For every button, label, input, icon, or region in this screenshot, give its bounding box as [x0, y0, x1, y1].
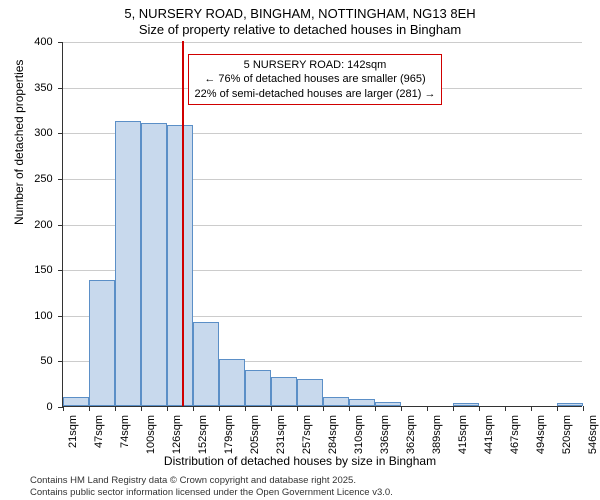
- x-tick-mark: [375, 406, 376, 411]
- x-tick-label: 546sqm: [587, 415, 599, 454]
- x-tick-label: 389sqm: [431, 415, 443, 454]
- histogram-chart: 5, NURSERY ROAD, BINGHAM, NOTTINGHAM, NG…: [0, 0, 600, 500]
- x-tick-mark: [427, 406, 428, 411]
- x-tick-mark: [271, 406, 272, 411]
- chart-title-sub: Size of property relative to detached ho…: [0, 22, 600, 37]
- x-tick-mark: [453, 406, 454, 411]
- x-tick-mark: [141, 406, 142, 411]
- x-tick-mark: [583, 406, 584, 411]
- x-tick-mark: [349, 406, 350, 411]
- x-tick-label: 47sqm: [93, 415, 105, 448]
- x-tick-mark: [323, 406, 324, 411]
- histogram-bar: [63, 397, 89, 406]
- x-tick-label: 152sqm: [197, 415, 209, 454]
- y-tick-label: 300: [34, 127, 52, 139]
- x-tick-mark: [479, 406, 480, 411]
- x-tick-label: 284sqm: [327, 415, 339, 454]
- y-tick-label: 200: [34, 219, 52, 231]
- footer-copyright-1: Contains HM Land Registry data © Crown c…: [30, 475, 356, 486]
- x-tick-mark: [219, 406, 220, 411]
- y-tick-mark: [58, 42, 63, 43]
- histogram-bar: [193, 322, 219, 406]
- y-tick-mark: [58, 270, 63, 271]
- plot-area: 5 NURSERY ROAD: 142sqm ← 76% of detached…: [62, 42, 582, 407]
- y-tick-label: 350: [34, 82, 52, 94]
- x-tick-label: 415sqm: [457, 415, 469, 454]
- footer-copyright-2: Contains public sector information licen…: [30, 487, 393, 498]
- y-tick-mark: [58, 361, 63, 362]
- histogram-bar: [89, 280, 115, 406]
- histogram-bar: [167, 125, 193, 406]
- histogram-bar: [349, 399, 375, 406]
- callout-header: 5 NURSERY ROAD: 142sqm: [195, 58, 436, 72]
- x-axis-label: Distribution of detached houses by size …: [0, 454, 600, 468]
- x-tick-mark: [297, 406, 298, 411]
- x-tick-label: 74sqm: [119, 415, 131, 448]
- histogram-bar: [297, 379, 323, 406]
- histogram-bar: [375, 402, 401, 406]
- x-tick-mark: [193, 406, 194, 411]
- y-tick-mark: [58, 316, 63, 317]
- x-tick-label: 100sqm: [145, 415, 157, 454]
- callout-line1: ← 76% of detached houses are smaller (96…: [195, 72, 436, 86]
- x-tick-label: 336sqm: [379, 415, 391, 454]
- x-tick-label: 467sqm: [509, 415, 521, 454]
- histogram-bar: [141, 123, 167, 406]
- callout-line2: 22% of semi-detached houses are larger (…: [195, 87, 436, 101]
- x-tick-mark: [89, 406, 90, 411]
- x-tick-label: 494sqm: [535, 415, 547, 454]
- x-tick-mark: [557, 406, 558, 411]
- reference-callout: 5 NURSERY ROAD: 142sqm ← 76% of detached…: [188, 54, 443, 105]
- x-tick-label: 362sqm: [405, 415, 417, 454]
- x-tick-label: 231sqm: [275, 415, 287, 454]
- y-tick-mark: [58, 179, 63, 180]
- y-tick-label: 50: [40, 355, 52, 367]
- x-tick-mark: [63, 406, 64, 411]
- x-tick-mark: [167, 406, 168, 411]
- grid-line: [63, 42, 582, 43]
- x-tick-label: 205sqm: [249, 415, 261, 454]
- reference-line: [182, 41, 184, 406]
- histogram-bar: [219, 359, 245, 406]
- y-tick-label: 250: [34, 173, 52, 185]
- y-tick-label: 400: [34, 36, 52, 48]
- y-tick-mark: [58, 133, 63, 134]
- y-tick-label: 100: [34, 310, 52, 322]
- x-tick-mark: [401, 406, 402, 411]
- histogram-bar: [323, 397, 349, 406]
- x-tick-label: 257sqm: [301, 415, 313, 454]
- x-tick-label: 310sqm: [353, 415, 365, 454]
- histogram-bar: [245, 370, 271, 407]
- histogram-bar: [115, 121, 141, 406]
- x-tick-label: 179sqm: [223, 415, 235, 454]
- x-tick-mark: [245, 406, 246, 411]
- x-tick-mark: [115, 406, 116, 411]
- x-tick-label: 520sqm: [561, 415, 573, 454]
- histogram-bar: [271, 377, 297, 406]
- y-tick-mark: [58, 88, 63, 89]
- y-tick-label: 150: [34, 264, 52, 276]
- chart-title-main: 5, NURSERY ROAD, BINGHAM, NOTTINGHAM, NG…: [0, 6, 600, 21]
- x-tick-label: 441sqm: [483, 415, 495, 454]
- histogram-bar: [453, 403, 479, 406]
- y-axis-label: Number of detached properties: [12, 60, 26, 225]
- y-tick-label: 0: [47, 401, 53, 413]
- x-tick-label: 21sqm: [67, 415, 79, 448]
- x-tick-label: 126sqm: [171, 415, 183, 454]
- y-tick-mark: [58, 225, 63, 226]
- x-tick-mark: [505, 406, 506, 411]
- histogram-bar: [557, 403, 583, 406]
- x-tick-mark: [531, 406, 532, 411]
